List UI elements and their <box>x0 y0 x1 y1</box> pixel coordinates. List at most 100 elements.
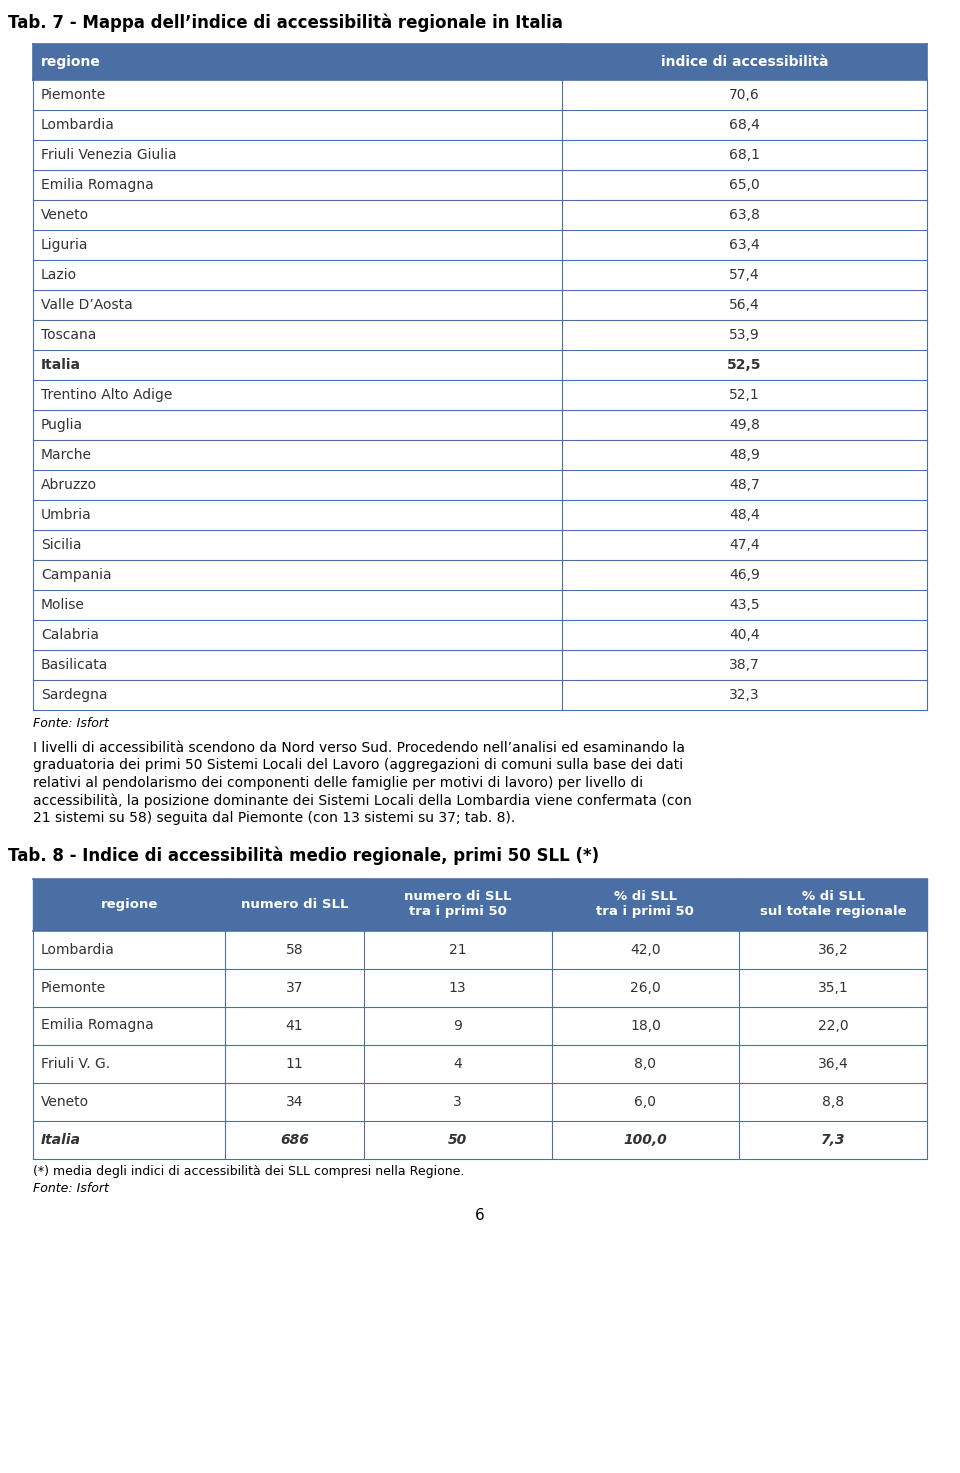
Bar <box>33 620 927 650</box>
Text: 35,1: 35,1 <box>818 981 849 994</box>
Bar <box>33 230 927 261</box>
Bar <box>33 878 226 931</box>
Text: indice di accessibilità: indice di accessibilità <box>660 55 828 69</box>
Bar <box>33 1121 927 1158</box>
Text: regione: regione <box>41 55 101 69</box>
Text: Tab. 7 - Mappa dell’indice di accessibilità regionale in Italia: Tab. 7 - Mappa dell’indice di accessibil… <box>8 15 563 32</box>
Text: 6: 6 <box>475 1208 485 1223</box>
Bar <box>226 878 364 931</box>
Text: accessibilità, la posizione dominante dei Sistemi Locali della Lombardia viene c: accessibilità, la posizione dominante de… <box>33 794 692 809</box>
Text: 43,5: 43,5 <box>729 598 759 611</box>
Bar <box>33 380 927 409</box>
Text: Tab. 8 - Indice di accessibilità medio regionale, primi 50 SLL (*): Tab. 8 - Indice di accessibilità medio r… <box>8 847 599 865</box>
Text: 46,9: 46,9 <box>729 569 759 582</box>
Text: 13: 13 <box>449 981 467 994</box>
Text: 8,0: 8,0 <box>635 1056 657 1071</box>
Text: I livelli di accessibilità scendono da Nord verso Sud. Procedendo nell’analisi e: I livelli di accessibilità scendono da N… <box>33 741 685 756</box>
Text: 50: 50 <box>448 1133 468 1146</box>
Text: Umbria: Umbria <box>41 508 92 521</box>
Text: 9: 9 <box>453 1018 462 1033</box>
Text: Emilia Romagna: Emilia Romagna <box>41 1018 154 1033</box>
Text: 53,9: 53,9 <box>729 328 759 342</box>
Text: 36,4: 36,4 <box>818 1056 849 1071</box>
Text: % di SLL
tra i primi 50: % di SLL tra i primi 50 <box>596 891 694 919</box>
Text: numero di SLL: numero di SLL <box>241 899 348 910</box>
Text: 37: 37 <box>286 981 303 994</box>
Bar <box>33 80 927 110</box>
Text: Fonte: Isfort: Fonte: Isfort <box>33 717 108 731</box>
Bar <box>33 499 927 530</box>
Text: Veneto: Veneto <box>41 1094 89 1109</box>
Text: 21: 21 <box>449 943 467 956</box>
Text: 18,0: 18,0 <box>630 1018 660 1033</box>
Text: 7,3: 7,3 <box>821 1133 846 1146</box>
Text: 56,4: 56,4 <box>729 298 759 312</box>
Bar <box>33 290 927 320</box>
Bar <box>33 261 927 290</box>
Text: 6,0: 6,0 <box>635 1094 657 1109</box>
Text: Lombardia: Lombardia <box>41 118 115 133</box>
Text: Basilicata: Basilicata <box>41 658 108 672</box>
Bar <box>33 1083 927 1121</box>
Text: Trentino Alto Adige: Trentino Alto Adige <box>41 387 173 402</box>
Text: Sicilia: Sicilia <box>41 538 82 552</box>
Text: 21 sistemi su 58) seguita dal Piemonte (con 13 sistemi su 37; tab. 8).: 21 sistemi su 58) seguita dal Piemonte (… <box>33 812 516 825</box>
Text: 63,4: 63,4 <box>729 239 759 252</box>
Bar <box>33 931 927 969</box>
Text: 4: 4 <box>453 1056 462 1071</box>
Bar <box>33 110 927 140</box>
Text: Emilia Romagna: Emilia Romagna <box>41 178 154 191</box>
Text: Veneto: Veneto <box>41 208 89 222</box>
Bar <box>33 351 927 380</box>
Bar <box>33 320 927 351</box>
Text: Italia: Italia <box>41 358 81 373</box>
Text: 68,4: 68,4 <box>729 118 759 133</box>
Text: 52,1: 52,1 <box>729 387 759 402</box>
Text: Toscana: Toscana <box>41 328 96 342</box>
Text: 42,0: 42,0 <box>630 943 660 956</box>
Text: Lombardia: Lombardia <box>41 943 115 956</box>
Text: 40,4: 40,4 <box>729 627 759 642</box>
Bar <box>33 591 927 620</box>
Text: relativi al pendolarismo dei componenti delle famiglie per motivi di lavoro) per: relativi al pendolarismo dei componenti … <box>33 776 643 790</box>
Text: 26,0: 26,0 <box>630 981 660 994</box>
Text: 68,1: 68,1 <box>729 147 759 162</box>
Bar <box>33 409 927 440</box>
Bar <box>33 969 927 1006</box>
Text: Piemonte: Piemonte <box>41 981 107 994</box>
Text: Piemonte: Piemonte <box>41 88 107 102</box>
Bar <box>33 1044 927 1083</box>
Bar <box>551 878 739 931</box>
Bar <box>33 200 927 230</box>
Bar <box>33 681 927 710</box>
Text: regione: regione <box>101 899 157 910</box>
Text: Liguria: Liguria <box>41 239 88 252</box>
Text: 8,8: 8,8 <box>822 1094 844 1109</box>
Bar <box>33 650 927 681</box>
Text: Italia: Italia <box>41 1133 81 1146</box>
Text: 3: 3 <box>453 1094 462 1109</box>
Text: 58: 58 <box>286 943 303 956</box>
Text: Friuli V. G.: Friuli V. G. <box>41 1056 110 1071</box>
Text: 49,8: 49,8 <box>729 418 759 432</box>
Text: 52,5: 52,5 <box>727 358 761 373</box>
Text: Sardegna: Sardegna <box>41 688 108 703</box>
Bar <box>33 440 927 470</box>
Text: Marche: Marche <box>41 448 92 463</box>
Text: graduatoria dei primi 50 Sistemi Locali del Lavoro (aggregazioni di comuni sulla: graduatoria dei primi 50 Sistemi Locali … <box>33 759 684 772</box>
Text: 32,3: 32,3 <box>729 688 759 703</box>
Text: Valle D’Aosta: Valle D’Aosta <box>41 298 132 312</box>
Text: 63,8: 63,8 <box>729 208 759 222</box>
Text: 34: 34 <box>286 1094 303 1109</box>
Text: Friuli Venezia Giulia: Friuli Venezia Giulia <box>41 147 177 162</box>
Bar <box>739 878 927 931</box>
Text: 47,4: 47,4 <box>729 538 759 552</box>
Text: 38,7: 38,7 <box>729 658 759 672</box>
Text: Lazio: Lazio <box>41 268 77 281</box>
Bar <box>33 470 927 499</box>
Text: 22,0: 22,0 <box>818 1018 849 1033</box>
Text: 48,4: 48,4 <box>729 508 759 521</box>
Text: 65,0: 65,0 <box>729 178 759 191</box>
Bar <box>33 140 927 169</box>
Bar <box>33 530 927 560</box>
